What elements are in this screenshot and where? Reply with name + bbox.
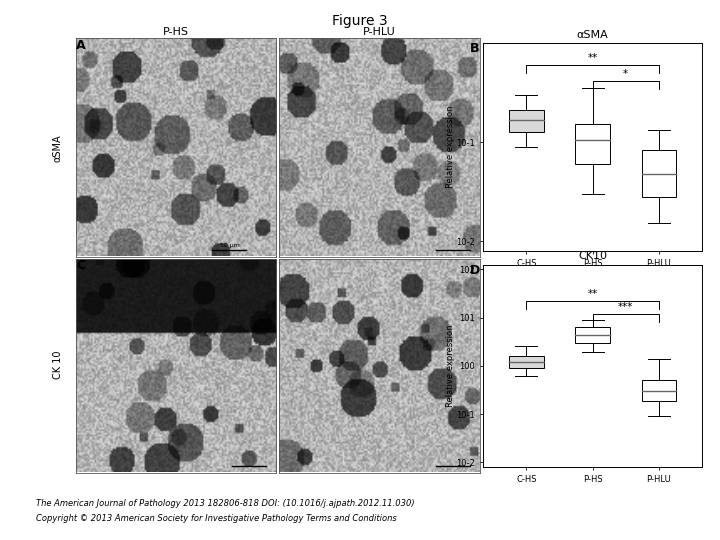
Text: Figure 3: Figure 3 xyxy=(332,14,388,28)
Text: B: B xyxy=(470,42,480,55)
FancyBboxPatch shape xyxy=(642,380,676,401)
FancyBboxPatch shape xyxy=(509,356,544,368)
FancyBboxPatch shape xyxy=(575,327,610,343)
Text: αSMA: αSMA xyxy=(53,134,63,161)
Y-axis label: Relative expression: Relative expression xyxy=(446,106,455,188)
Y-axis label: Relative expression: Relative expression xyxy=(446,325,455,407)
Text: 50 µm: 50 µm xyxy=(220,243,240,248)
Text: **: ** xyxy=(588,289,598,299)
FancyBboxPatch shape xyxy=(642,150,676,197)
FancyBboxPatch shape xyxy=(575,124,610,164)
Text: A: A xyxy=(76,39,86,52)
Text: The American Journal of Pathology 2013 182806-818 DOI: (10.1016/j.ajpath.2012.11: The American Journal of Pathology 2013 1… xyxy=(36,500,415,509)
Text: Copyright © 2013 American Society for Investigative Pathology Terms and Conditio: Copyright © 2013 American Society for In… xyxy=(36,514,397,523)
Text: P-HS: P-HS xyxy=(163,26,189,37)
Title: CK10: CK10 xyxy=(578,251,607,261)
Text: CK 10: CK 10 xyxy=(53,351,63,380)
Text: C: C xyxy=(76,259,86,272)
FancyBboxPatch shape xyxy=(509,110,544,132)
Title: αSMA: αSMA xyxy=(577,30,608,39)
Text: D: D xyxy=(469,264,480,276)
Text: P-HLU: P-HLU xyxy=(363,26,396,37)
Text: *: * xyxy=(624,69,629,79)
Text: ***: *** xyxy=(618,302,634,312)
Text: **: ** xyxy=(588,53,598,63)
